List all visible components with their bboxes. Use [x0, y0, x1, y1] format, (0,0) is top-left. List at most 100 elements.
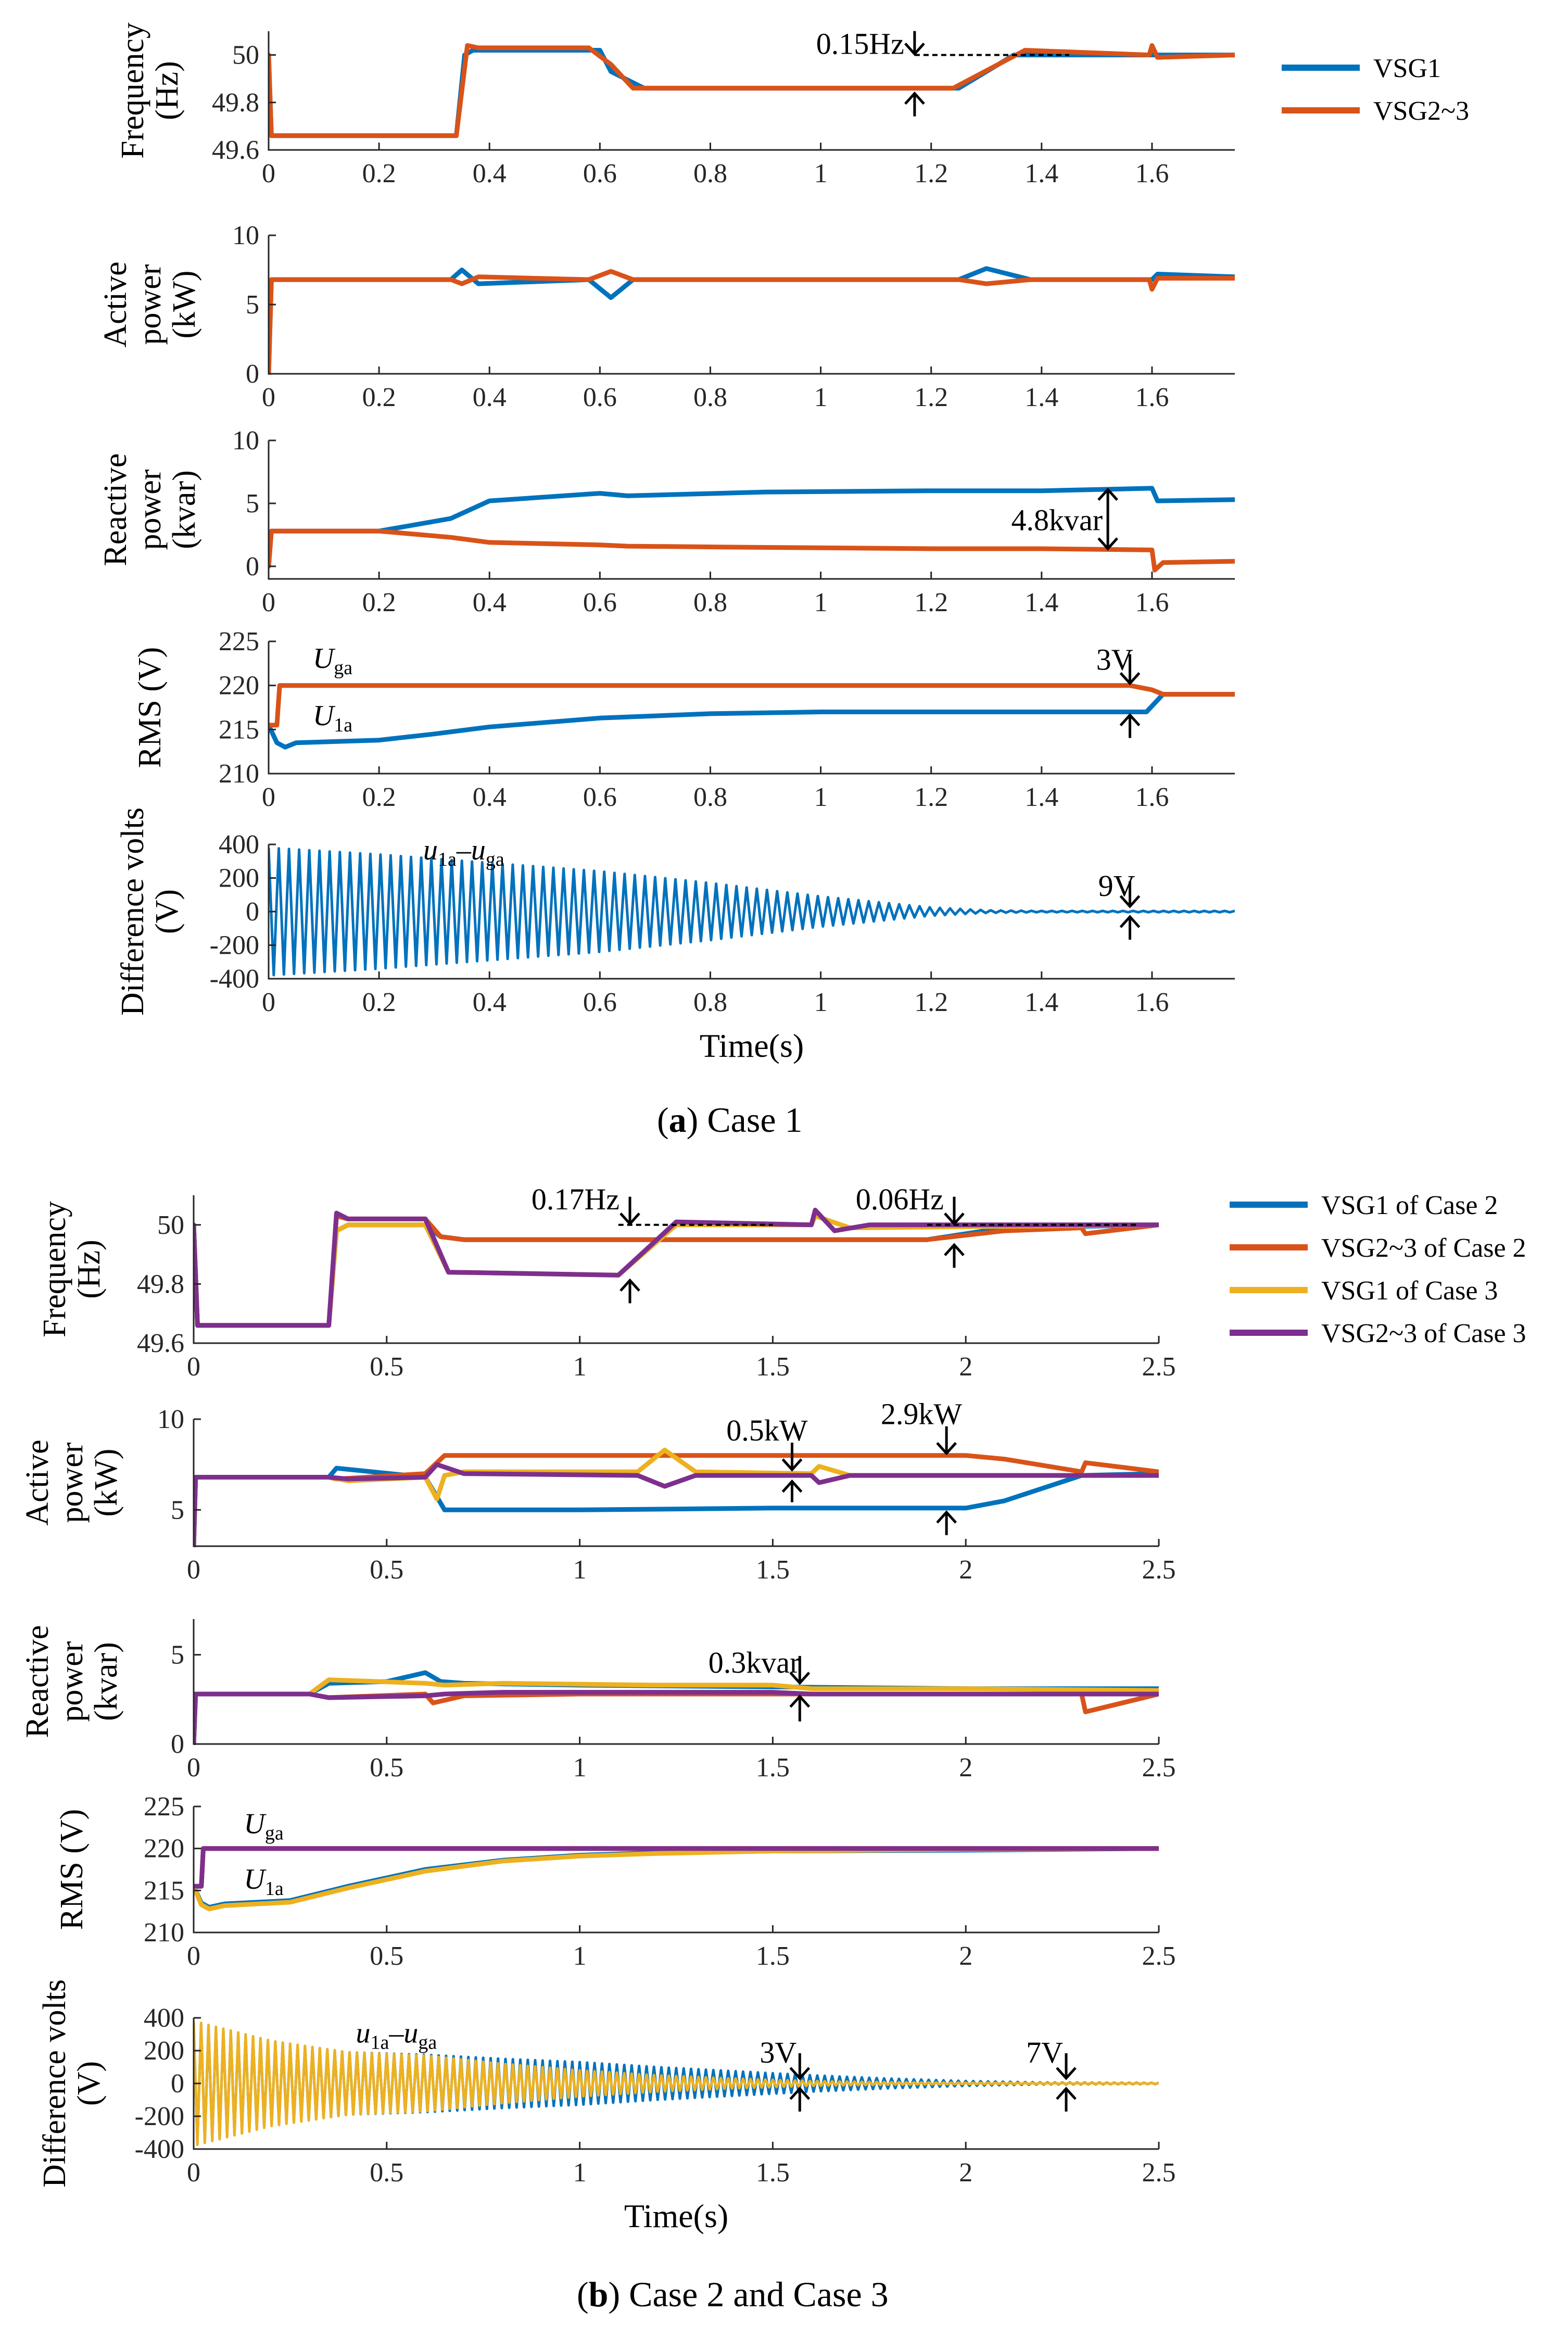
- annotation-arrow-head: [1056, 2087, 1077, 2100]
- annotation-arrow-head: [789, 2087, 811, 2100]
- x-tick-label: 0.6: [583, 588, 617, 617]
- y-axis-label: Frequency: [37, 1201, 72, 1337]
- annotation-arrow-head: [1097, 487, 1118, 501]
- y-axis-label: Difference volts: [115, 807, 150, 1016]
- series-group: [194, 1670, 1159, 1745]
- series-vsg1-of-case-3: [194, 1677, 1159, 1745]
- x-tick-label: 2: [959, 2158, 972, 2188]
- y-tick-label: 10: [157, 1405, 184, 1434]
- annotation-arrow-head: [781, 1479, 803, 1493]
- legend-entry: VSG1 of Case 3: [1321, 1276, 1498, 1306]
- curve-label: U1a: [313, 700, 352, 736]
- y-axis-label: RMS (V): [132, 647, 168, 768]
- x-tick-label: 0: [187, 1753, 200, 1783]
- series-group: [194, 1207, 1159, 1328]
- y-axis-label: power: [132, 469, 168, 550]
- y-tick-label: 225: [219, 627, 259, 656]
- x-tick-label: 2.5: [1142, 1941, 1176, 1971]
- series-vsg1: [269, 266, 1235, 375]
- x-tick-label: 1.6: [1135, 782, 1169, 812]
- series-vsg1: [269, 847, 1235, 977]
- y-tick-label: -200: [210, 931, 259, 961]
- annotation-arrow-head: [781, 1458, 803, 1472]
- y-tick-label: 50: [157, 1210, 184, 1240]
- annotation-arrow-head: [619, 1212, 640, 1226]
- x-tick-label: 1: [573, 2158, 587, 2188]
- x-tick-label: 1: [814, 383, 828, 412]
- series-group: [269, 266, 1235, 375]
- caption-a: (a) Case 1: [657, 1100, 803, 1140]
- x-tick-label: 0.4: [473, 988, 507, 1017]
- y-tick-label: 49.6: [212, 135, 259, 165]
- y-tick-label: 5: [246, 489, 259, 519]
- y-tick-label: 0: [246, 359, 259, 389]
- x-tick-label: 1.2: [914, 159, 948, 188]
- caption-b: (b) Case 2 and Case 3: [577, 2275, 889, 2314]
- x-tick-label: 0.2: [362, 782, 396, 812]
- x-tick-label: 0: [187, 2158, 200, 2188]
- x-tick-label: 0: [262, 159, 275, 188]
- x-tick-label: 0.5: [370, 1941, 403, 1971]
- axes-frame: [193, 1806, 1159, 1934]
- series-vsg2-3: [269, 683, 1235, 728]
- y-tick-label: 10: [232, 426, 259, 456]
- x-tick-label: 1: [573, 1555, 587, 1585]
- y-tick-label: 5: [171, 1640, 184, 1670]
- x-tick-label: 0.6: [583, 383, 617, 412]
- y-axis-label: (kvar): [88, 1642, 124, 1721]
- annotation-arrow-head: [619, 1278, 640, 1292]
- x-tick-label: 1: [573, 1753, 587, 1783]
- x-tick-label: 0.4: [473, 159, 507, 188]
- legend-b: VSG1 of Case 2 VSG2~3 of Case 2 VSG1 of Ca…: [1230, 1191, 1526, 1348]
- x-tick-label: 0.8: [693, 159, 727, 188]
- x-tick-label: 1.4: [1025, 988, 1058, 1017]
- legend-entry: VSG2~3: [1373, 96, 1469, 126]
- y-axis-label: (V): [71, 2061, 107, 2106]
- x-tick-label: 1.4: [1025, 383, 1058, 412]
- series-vsg2-3-of-case-3: [194, 1207, 1159, 1328]
- y-axis-label: (V): [149, 889, 185, 934]
- series-group: [269, 486, 1235, 573]
- series-vsg1-of-case-3: [194, 2021, 1159, 2146]
- y-axis-label: power: [132, 264, 168, 345]
- y-tick-label: 225: [144, 1792, 184, 1822]
- x-tick-label: 1.2: [914, 383, 948, 412]
- chart-a3: 0 0.2 0.4 0.6 0.8 1 1.2 1.4 1.6 0 5 10 Reactivepower…: [98, 426, 1235, 617]
- x-tick-label: 2: [959, 1753, 972, 1783]
- x-tick-label: 0.8: [693, 588, 727, 617]
- y-tick-label: 220: [144, 1834, 184, 1864]
- x-tick-label: 0.8: [693, 782, 727, 812]
- series-vsg1-of-case-2: [194, 1846, 1159, 1910]
- annotation-label: 9V: [1098, 869, 1135, 903]
- chart-a5: 0 0.2 0.4 0.6 0.8 1 1.2 1.4 1.6-400-2000200400Di…: [115, 807, 1235, 1064]
- y-tick-label: 220: [219, 671, 259, 701]
- series-vsg2-3-of-case-3: [194, 1846, 1159, 1889]
- annotation-label: 0.3kvar: [709, 1646, 800, 1679]
- y-axis-label: (kW): [88, 1449, 124, 1517]
- annotation-label: 3V: [1096, 643, 1133, 677]
- x-tick-label: 0: [187, 1352, 200, 1382]
- y-tick-label: 210: [219, 759, 259, 789]
- x-tick-label: 0.2: [362, 988, 396, 1017]
- x-tick-label: 2.5: [1142, 1555, 1176, 1585]
- x-tick-label: 1: [573, 1941, 587, 1971]
- x-tick-label: 0: [187, 1555, 200, 1585]
- x-tick-label: 0.5: [370, 1753, 403, 1783]
- axes-frame: [268, 31, 1235, 151]
- y-tick-label: -200: [135, 2102, 184, 2131]
- series-group: [269, 847, 1235, 977]
- x-tick-label: 1.2: [914, 588, 948, 617]
- y-axis-label: (Hz): [149, 61, 185, 120]
- annotation-arrow-head: [1119, 672, 1141, 686]
- series-group: [194, 1846, 1159, 1912]
- x-tick-label: 0.5: [370, 2158, 403, 2188]
- x-tick-label: 1.6: [1135, 588, 1169, 617]
- annotation-arrow-head: [904, 42, 925, 56]
- y-axis-label: RMS (V): [54, 1809, 90, 1930]
- x-tick-label: 0.5: [370, 1352, 403, 1382]
- annotation-label: 0.5kW: [726, 1413, 808, 1447]
- annotation-label: 7V: [1026, 2036, 1063, 2069]
- annotation-arrow-head: [1119, 713, 1141, 727]
- series-vsg2-3-of-case-3: [194, 1462, 1159, 1547]
